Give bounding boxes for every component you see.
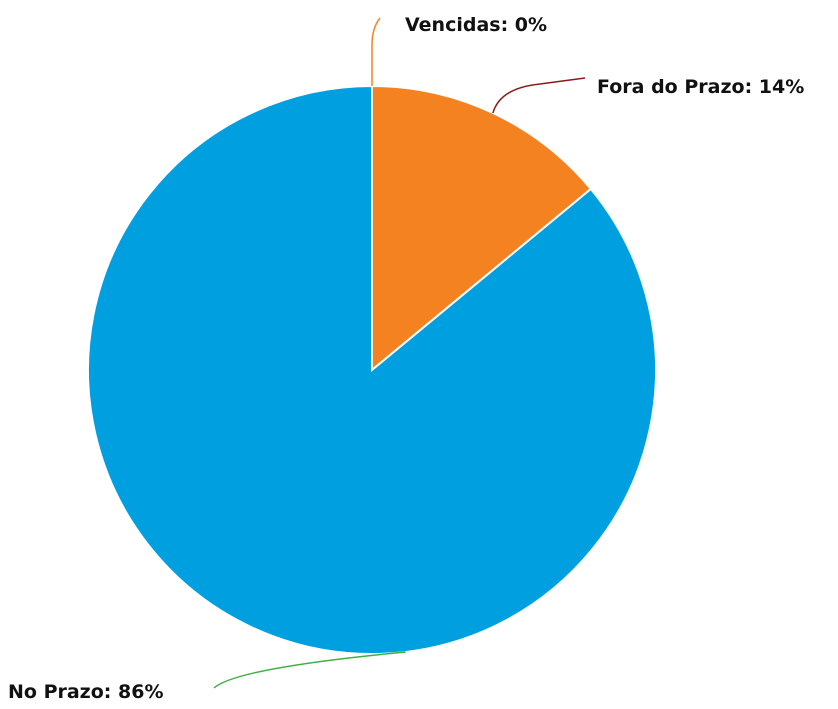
pie-slices	[87, 84, 658, 655]
label-vencidas: Vencidas: 0%	[405, 14, 547, 36]
connector-vencidas	[371, 17, 381, 86]
label-connectors	[213, 17, 586, 689]
connector-fora-do-prazo	[492, 77, 586, 114]
connector-no-prazo	[213, 651, 406, 689]
label-fora-do-prazo: Fora do Prazo: 14%	[597, 76, 804, 98]
pie-slice-no-prazo	[87, 84, 658, 655]
label-no-prazo: No Prazo: 86%	[8, 681, 164, 703]
